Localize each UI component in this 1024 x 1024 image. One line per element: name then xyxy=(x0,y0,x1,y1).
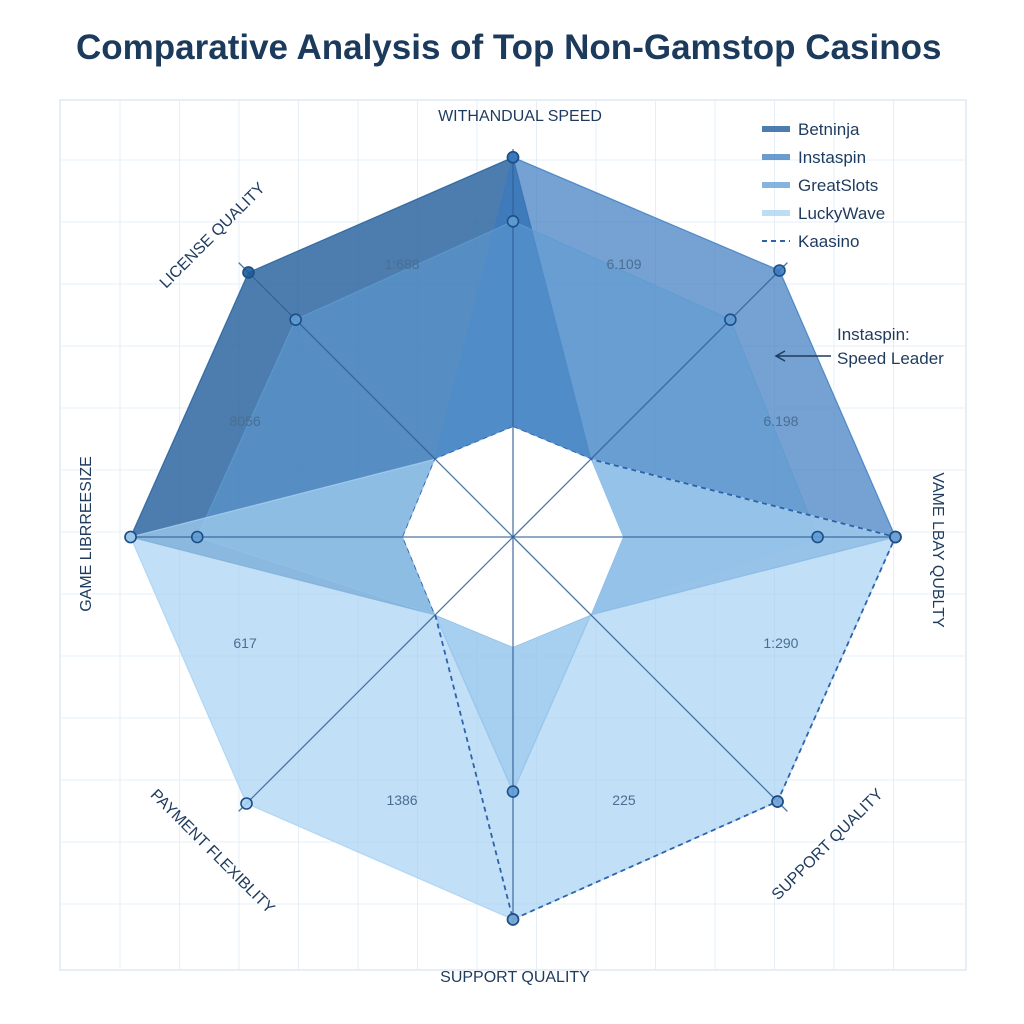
legend-label: GreatSlots xyxy=(798,176,878,195)
legend-item-betninja[interactable]: Betninja xyxy=(762,120,860,139)
value-label: 617 xyxy=(233,635,257,651)
axis-spoke xyxy=(512,262,788,538)
value-label: 1:688 xyxy=(384,256,419,272)
data-point-greatslots[interactable] xyxy=(506,785,520,798)
data-point-kaasino[interactable] xyxy=(506,913,520,926)
data-point-betninja[interactable] xyxy=(242,266,255,279)
legend-label: LuckyWave xyxy=(798,204,885,223)
data-point-greatslots[interactable] xyxy=(724,313,737,326)
axis-spoke xyxy=(512,536,788,812)
legend-swatch xyxy=(762,154,790,160)
series-points xyxy=(124,151,902,926)
legend-swatch xyxy=(762,126,790,132)
arrow-head-icon xyxy=(774,350,786,362)
data-point-greatslots[interactable] xyxy=(811,530,824,544)
legend-swatch xyxy=(762,210,790,216)
series-area-kaasino[interactable] xyxy=(402,426,897,921)
axis-label: SUPPORT QUALITY xyxy=(769,786,887,904)
axis-spoke xyxy=(238,262,514,538)
annotation-line2: Speed Leader xyxy=(837,349,944,368)
data-point-kaasino[interactable] xyxy=(889,530,902,544)
speed-leader-annotation: Instaspin: Speed Leader xyxy=(774,325,944,368)
legend[interactable]: Betninja Instaspin GreatSlots LuckyWave Kaas… xyxy=(762,120,885,251)
axis-label: GAME LIBRREESIZE xyxy=(78,456,95,612)
value-label: 6.198 xyxy=(763,413,798,429)
data-point-greatslots[interactable] xyxy=(289,313,302,326)
axis-label: SUPPORT QUALITY xyxy=(440,969,590,986)
annotation-line1: Instaspin: xyxy=(837,325,910,344)
axis-spoke xyxy=(238,536,514,812)
data-point-kaasino[interactable] xyxy=(771,795,784,808)
legend-item-kaasino[interactable]: Kaasino xyxy=(762,232,859,251)
value-label: 225 xyxy=(612,792,636,808)
data-point-instaspin[interactable] xyxy=(773,264,786,277)
legend-item-instaspin[interactable]: Instaspin xyxy=(762,148,866,167)
legend-label: Instaspin xyxy=(798,148,866,167)
data-point-greatslots[interactable] xyxy=(190,530,204,544)
data-point-instaspin[interactable] xyxy=(506,151,520,164)
grid-frame xyxy=(59,99,967,971)
data-point-luckywave[interactable] xyxy=(124,530,137,544)
value-label: 1:290 xyxy=(763,635,798,651)
axis-spokes xyxy=(125,149,901,925)
value-label: 8056 xyxy=(229,413,260,429)
value-label: 1386 xyxy=(386,792,417,808)
data-point-greatslots[interactable] xyxy=(506,214,520,228)
chart-title: Comparative Analysis of Top Non-Gamstop … xyxy=(76,28,942,67)
legend-swatch xyxy=(762,182,790,188)
axis-label: VAME LBAY QUBLTY xyxy=(929,472,946,628)
legend-item-luckywave[interactable]: LuckyWave xyxy=(762,204,885,223)
data-point-luckywave[interactable] xyxy=(240,797,253,810)
axis-label: WITHANDUAL SPEED xyxy=(438,108,602,125)
legend-label: Betninja xyxy=(798,120,860,139)
legend-item-greatslots[interactable]: GreatSlots xyxy=(762,176,878,195)
legend-label: Kaasino xyxy=(798,232,859,251)
value-label: 6.109 xyxy=(606,256,641,272)
value-labels: 6.109 6.198 1:290 225 1386 617 8056 1:688 xyxy=(229,256,798,808)
